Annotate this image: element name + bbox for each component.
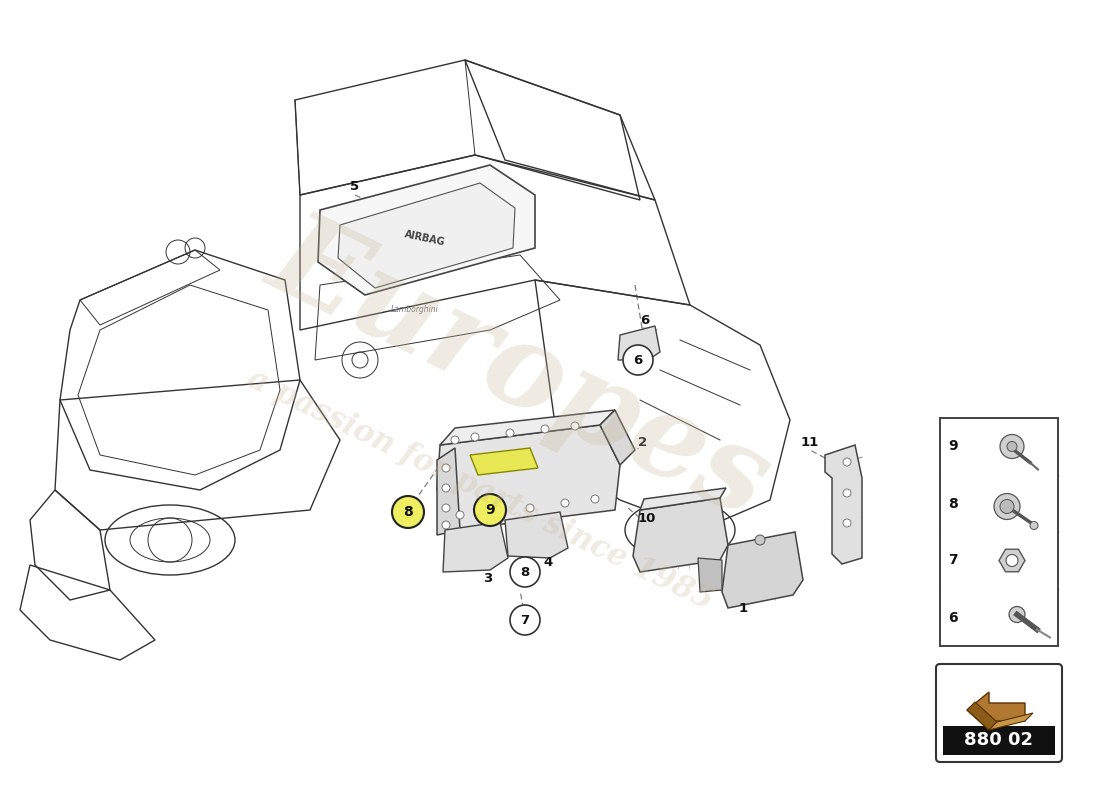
Circle shape bbox=[442, 484, 450, 492]
Text: Europes: Europes bbox=[252, 200, 789, 540]
Text: 6: 6 bbox=[640, 314, 649, 326]
Text: 11: 11 bbox=[801, 435, 820, 449]
Text: 4: 4 bbox=[543, 555, 552, 569]
Circle shape bbox=[471, 433, 478, 441]
Circle shape bbox=[1006, 554, 1018, 566]
Circle shape bbox=[843, 519, 851, 527]
FancyBboxPatch shape bbox=[936, 664, 1062, 762]
Polygon shape bbox=[967, 702, 997, 730]
Circle shape bbox=[755, 535, 764, 545]
Circle shape bbox=[541, 425, 549, 433]
Polygon shape bbox=[967, 692, 1025, 730]
Text: 7: 7 bbox=[520, 614, 529, 626]
Circle shape bbox=[392, 496, 424, 528]
Circle shape bbox=[561, 499, 569, 507]
Circle shape bbox=[571, 422, 579, 430]
Polygon shape bbox=[318, 165, 535, 295]
Circle shape bbox=[994, 494, 1020, 519]
Circle shape bbox=[1000, 434, 1024, 458]
Polygon shape bbox=[825, 445, 862, 564]
Text: 8: 8 bbox=[520, 566, 529, 578]
Circle shape bbox=[506, 429, 514, 437]
Circle shape bbox=[474, 494, 506, 526]
Polygon shape bbox=[698, 558, 722, 592]
Circle shape bbox=[451, 436, 459, 444]
Circle shape bbox=[526, 504, 534, 512]
Polygon shape bbox=[440, 410, 615, 445]
Circle shape bbox=[442, 521, 450, 529]
Polygon shape bbox=[722, 532, 803, 608]
Polygon shape bbox=[338, 183, 515, 288]
Text: 6: 6 bbox=[948, 610, 958, 625]
Polygon shape bbox=[989, 713, 1033, 730]
Polygon shape bbox=[999, 550, 1025, 572]
Text: 9: 9 bbox=[948, 439, 958, 454]
Text: a passion for parts since 1985: a passion for parts since 1985 bbox=[242, 363, 718, 617]
Text: 10: 10 bbox=[638, 511, 657, 525]
Polygon shape bbox=[600, 410, 635, 465]
Circle shape bbox=[843, 458, 851, 466]
Circle shape bbox=[623, 345, 653, 375]
Circle shape bbox=[1000, 499, 1014, 514]
Text: 2: 2 bbox=[638, 437, 647, 450]
Circle shape bbox=[591, 495, 600, 503]
Circle shape bbox=[442, 464, 450, 472]
Circle shape bbox=[1006, 442, 1018, 451]
Text: 6: 6 bbox=[634, 354, 642, 366]
Text: AIRBAG: AIRBAG bbox=[404, 229, 447, 247]
Text: 8: 8 bbox=[948, 497, 958, 510]
Circle shape bbox=[1030, 522, 1038, 530]
Polygon shape bbox=[632, 498, 728, 572]
Text: 3: 3 bbox=[483, 571, 493, 585]
Circle shape bbox=[843, 489, 851, 497]
Text: 1: 1 bbox=[738, 602, 748, 614]
Polygon shape bbox=[437, 448, 460, 535]
Polygon shape bbox=[505, 512, 568, 558]
Circle shape bbox=[442, 504, 450, 512]
Text: 5: 5 bbox=[351, 179, 360, 193]
Polygon shape bbox=[618, 326, 660, 360]
Circle shape bbox=[1009, 606, 1025, 622]
Polygon shape bbox=[437, 425, 620, 530]
Text: 8: 8 bbox=[403, 505, 412, 519]
Text: Lamborghini: Lamborghini bbox=[392, 306, 439, 314]
Circle shape bbox=[510, 557, 540, 587]
Polygon shape bbox=[470, 448, 538, 475]
Text: 880 02: 880 02 bbox=[965, 731, 1034, 749]
FancyBboxPatch shape bbox=[940, 418, 1058, 646]
FancyBboxPatch shape bbox=[943, 726, 1055, 755]
Circle shape bbox=[486, 508, 494, 516]
Circle shape bbox=[510, 605, 540, 635]
Text: 9: 9 bbox=[485, 503, 495, 517]
Circle shape bbox=[456, 511, 464, 519]
Polygon shape bbox=[443, 522, 508, 572]
Text: 7: 7 bbox=[948, 554, 958, 567]
Polygon shape bbox=[640, 488, 726, 510]
